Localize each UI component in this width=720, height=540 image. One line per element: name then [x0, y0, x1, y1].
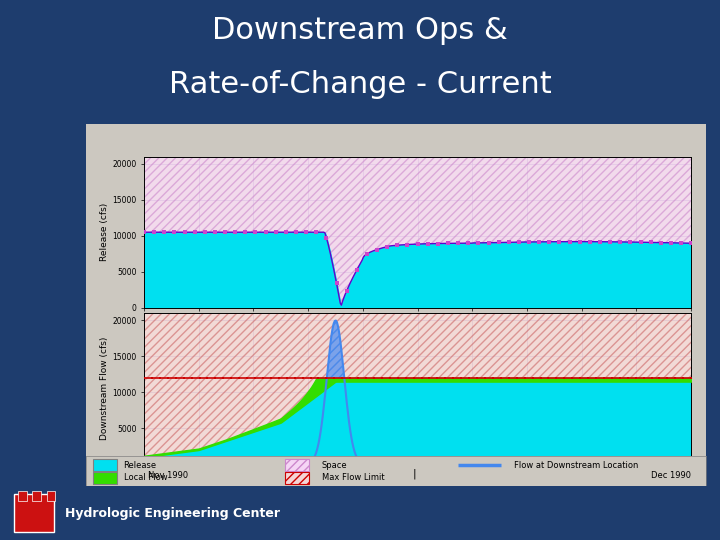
- Text: Flow at Downstream Location: Flow at Downstream Location: [513, 461, 638, 470]
- Text: Rate-of-Change - Current: Rate-of-Change - Current: [168, 70, 552, 99]
- FancyBboxPatch shape: [93, 459, 117, 470]
- FancyBboxPatch shape: [18, 491, 27, 501]
- FancyBboxPatch shape: [93, 472, 117, 484]
- Text: Hydrologic Engineering Center: Hydrologic Engineering Center: [65, 507, 280, 519]
- FancyBboxPatch shape: [32, 491, 41, 501]
- Text: Space: Space: [322, 461, 347, 470]
- Y-axis label: Release (cfs): Release (cfs): [100, 203, 109, 261]
- FancyBboxPatch shape: [284, 459, 310, 470]
- Text: Local Flow: Local Flow: [124, 474, 167, 482]
- FancyBboxPatch shape: [284, 472, 310, 484]
- Y-axis label: Downstream Flow (cfs): Downstream Flow (cfs): [100, 337, 109, 441]
- Text: |: |: [412, 468, 416, 479]
- Text: Release: Release: [124, 461, 157, 470]
- Text: Max Flow Limit: Max Flow Limit: [322, 474, 384, 482]
- Text: Downstream Ops &: Downstream Ops &: [212, 16, 508, 45]
- FancyBboxPatch shape: [14, 494, 54, 532]
- Text: Dec 1990: Dec 1990: [651, 471, 691, 480]
- FancyBboxPatch shape: [47, 491, 55, 501]
- Text: Nov 1990: Nov 1990: [148, 471, 188, 480]
